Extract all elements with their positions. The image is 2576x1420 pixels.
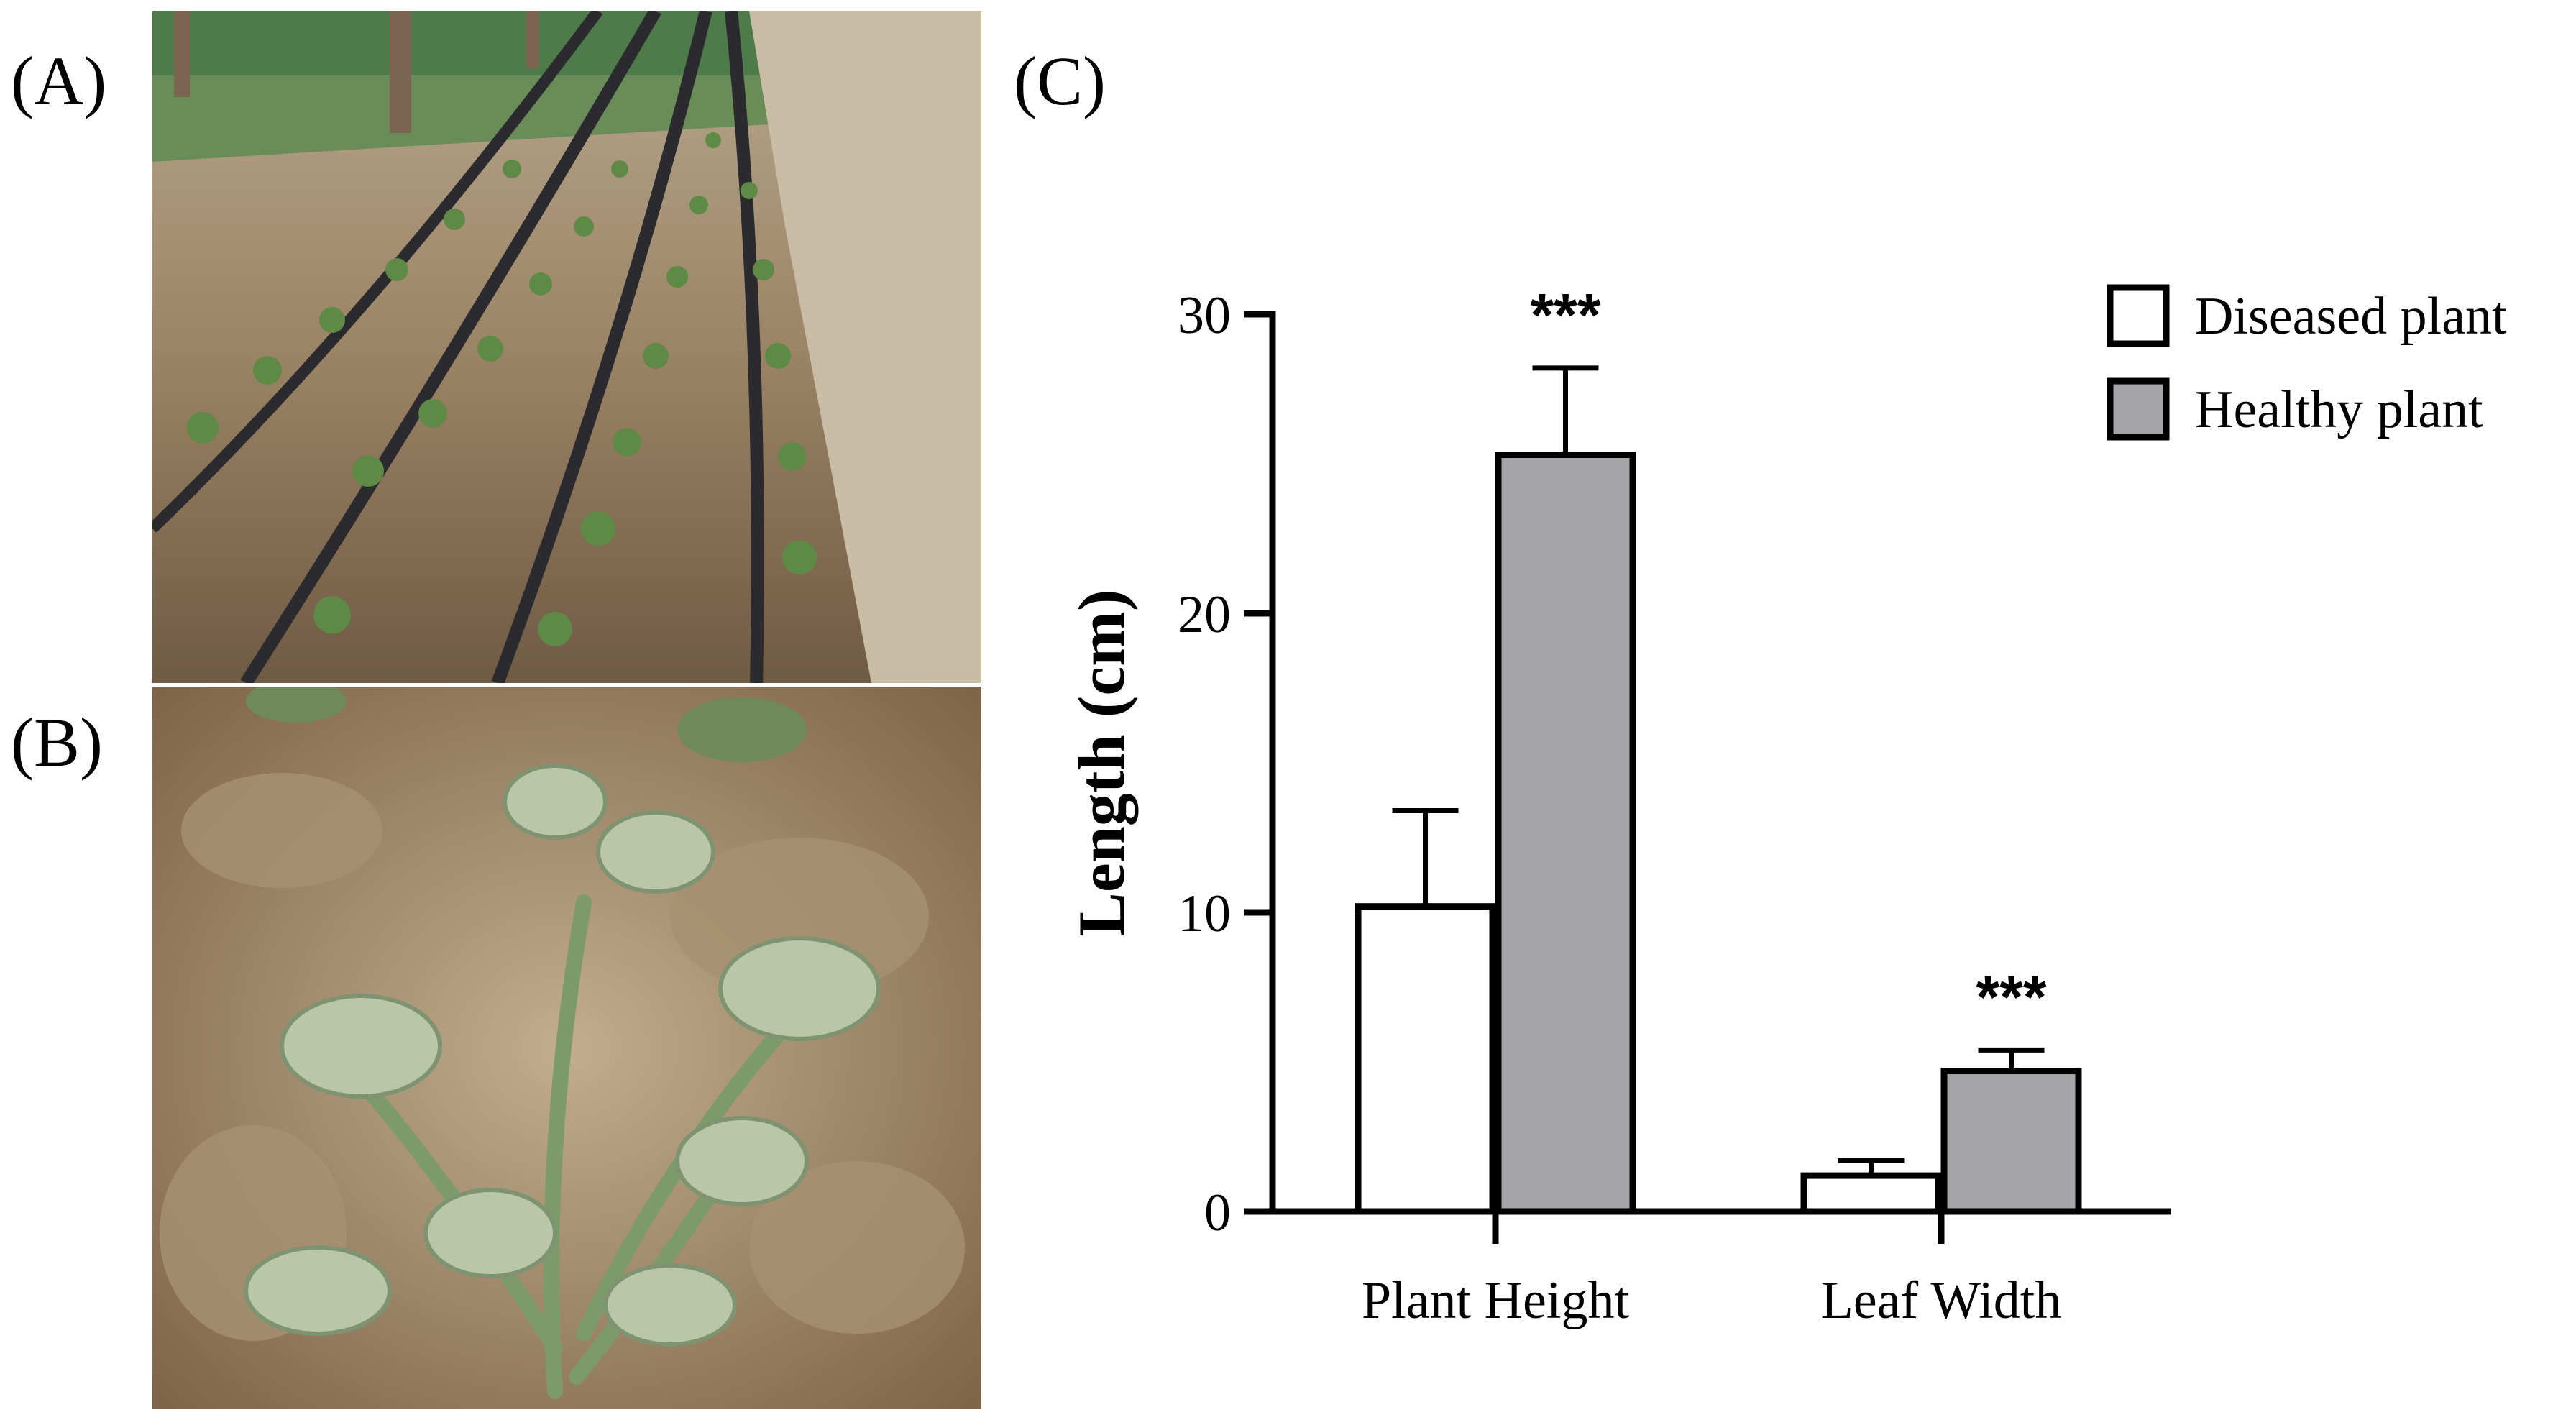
y-axis-label: Length (cm)	[1065, 590, 1138, 937]
bar-healthy-plant-leaf-width	[1940, 1067, 2082, 1215]
bar-diseased-plant-leaf-width	[1800, 1172, 1942, 1215]
diseased-plant-photo	[152, 687, 981, 1409]
legend-swatch-diseased-plant	[2107, 284, 2170, 347]
legend-label: Healthy plant	[2195, 380, 2483, 439]
bar-diseased-plant-plant-height	[1355, 903, 1496, 1215]
field-photo	[152, 11, 981, 683]
y-tick-label: 20	[1178, 585, 1231, 644]
x-tick-label: Leaf Width	[1821, 1271, 2062, 1330]
panel-label-b: (B)	[11, 704, 103, 781]
bar-chart: 0 10 20 30 Length (cm) *** Plant Height *** Leaf…	[1065, 281, 2507, 1330]
significance-label: ***	[1976, 963, 2046, 1030]
x-tick-label: Plant Height	[1362, 1271, 1629, 1330]
y-tick-label: 10	[1178, 884, 1231, 943]
significance-label: ***	[1530, 281, 1600, 349]
bar-healthy-plant-plant-height	[1495, 452, 1636, 1215]
legend-label: Diseased plant	[2195, 287, 2507, 346]
legend: Diseased plant Healthy plant	[2107, 284, 2507, 441]
y-tick-label: 30	[1178, 286, 1231, 345]
y-tick-label: 0	[1204, 1183, 1231, 1242]
bars	[1355, 365, 2082, 1215]
chart-labels: 0 10 20 30 Length (cm) *** Plant Height *** Leaf…	[1065, 281, 2061, 1330]
panel-label-a: (A)	[11, 42, 107, 119]
panel-label-c: (C)	[1014, 42, 1106, 119]
legend-swatch-healthy-plant	[2107, 377, 2170, 441]
